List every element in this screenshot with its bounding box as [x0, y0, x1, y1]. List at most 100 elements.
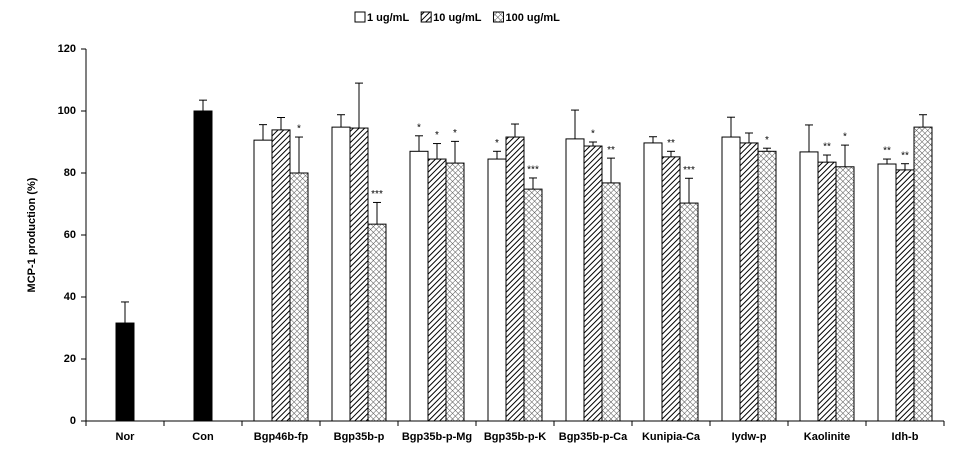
- bar: [271, 129, 291, 422]
- bar: [193, 110, 213, 422]
- bar: [523, 188, 543, 422]
- x-tick-label: Kunipia-Ca: [642, 431, 701, 443]
- error-bar: [415, 135, 423, 152]
- bar: [661, 156, 681, 422]
- bar: [115, 322, 135, 422]
- error-bar: [685, 177, 693, 204]
- y-tick-label: 0: [70, 415, 76, 427]
- significance-label: ***: [683, 165, 695, 176]
- error-bar: [745, 132, 753, 143]
- y-tick-label: 20: [64, 353, 76, 365]
- bar: [679, 202, 699, 422]
- significance-label: **: [667, 138, 675, 149]
- bar: [409, 150, 429, 422]
- significance-label: *: [297, 124, 301, 135]
- significance-label: *: [495, 138, 499, 149]
- bar: [721, 136, 741, 422]
- error-bar: [373, 201, 381, 225]
- error-bar: [727, 116, 735, 138]
- error-bar: [883, 158, 891, 165]
- x-tick-label: Bgp35b-p: [334, 431, 385, 443]
- legend-swatch: [420, 11, 432, 23]
- bar: [643, 142, 663, 422]
- significance-label: *: [765, 135, 769, 146]
- bar: [757, 150, 777, 422]
- significance-label: **: [901, 150, 909, 161]
- bar: [253, 139, 273, 422]
- bar: [367, 223, 387, 422]
- bar: [799, 151, 819, 422]
- bar: [445, 162, 465, 422]
- bar: [895, 169, 915, 422]
- error-bar: [589, 141, 597, 147]
- legend-swatch: [492, 11, 504, 23]
- error-bar: [433, 143, 441, 160]
- error-bar: [763, 147, 771, 152]
- significance-label: *: [591, 129, 595, 140]
- error-bar: [451, 140, 459, 164]
- x-tick-label: Iydw-p: [732, 431, 767, 443]
- error-bar: [823, 154, 831, 163]
- significance-label: **: [883, 146, 891, 157]
- x-tick-label: Bgp35b-p-Ca: [559, 431, 628, 443]
- error-bar: [337, 114, 345, 128]
- bar: [427, 158, 447, 422]
- bar: [487, 158, 507, 422]
- bar: [331, 126, 351, 422]
- x-tick-label: Nor: [116, 431, 136, 443]
- x-tick-label: Bgp46b-fp: [254, 431, 309, 443]
- error-bar: [529, 177, 537, 190]
- x-tick-label: Idh-b: [892, 431, 919, 443]
- significance-label: **: [823, 142, 831, 153]
- x-tick-label: Kaolinite: [804, 431, 850, 443]
- significance-label: *: [435, 130, 439, 141]
- bar: [877, 163, 897, 422]
- x-tick-label: Bgp35b-p-K: [484, 431, 546, 443]
- bar: [601, 182, 621, 422]
- bar: [739, 142, 759, 422]
- bar: [835, 166, 855, 422]
- legend-swatch: [354, 11, 366, 23]
- y-tick-label: 80: [64, 167, 76, 179]
- error-bar: [649, 136, 657, 143]
- significance-label: ***: [527, 165, 539, 176]
- legend-label: 10 ug/mL: [433, 12, 482, 24]
- error-bar: [355, 82, 363, 129]
- significance-label: *: [453, 128, 457, 139]
- significance-label: ***: [371, 189, 383, 200]
- legend-label: 100 ug/mL: [505, 12, 560, 24]
- error-bar: [841, 144, 849, 167]
- error-bar: [259, 124, 267, 141]
- y-tick-label: 40: [64, 291, 76, 303]
- error-bar: [511, 123, 519, 138]
- bar: [817, 161, 837, 422]
- error-bar: [901, 163, 909, 170]
- bar: [583, 145, 603, 422]
- error-bar: [295, 136, 303, 173]
- error-bar: [919, 114, 927, 128]
- y-tick-label: 100: [58, 105, 76, 117]
- bar: [289, 172, 309, 422]
- bar: [505, 136, 525, 422]
- error-bar: [607, 157, 615, 183]
- error-bar: [121, 301, 129, 324]
- error-bar: [667, 150, 675, 157]
- y-tick-label: 60: [64, 229, 76, 241]
- legend-label: 1 ug/mL: [367, 12, 409, 24]
- error-bar: [571, 109, 579, 139]
- bar: [349, 127, 369, 422]
- error-bar: [493, 150, 501, 160]
- x-tick-label: Con: [192, 431, 214, 443]
- significance-label: **: [607, 145, 615, 156]
- bar: [565, 138, 585, 422]
- error-bar: [805, 124, 813, 152]
- x-tick-label: Bgp35b-p-Mg: [402, 431, 472, 443]
- error-bar: [199, 99, 207, 111]
- significance-label: *: [843, 132, 847, 143]
- bar: [913, 126, 933, 422]
- error-bar: [277, 117, 285, 130]
- y-tick-label: 120: [58, 43, 76, 55]
- y-axis-label: MCP-1 production (%): [26, 177, 38, 292]
- significance-label: *: [417, 122, 421, 133]
